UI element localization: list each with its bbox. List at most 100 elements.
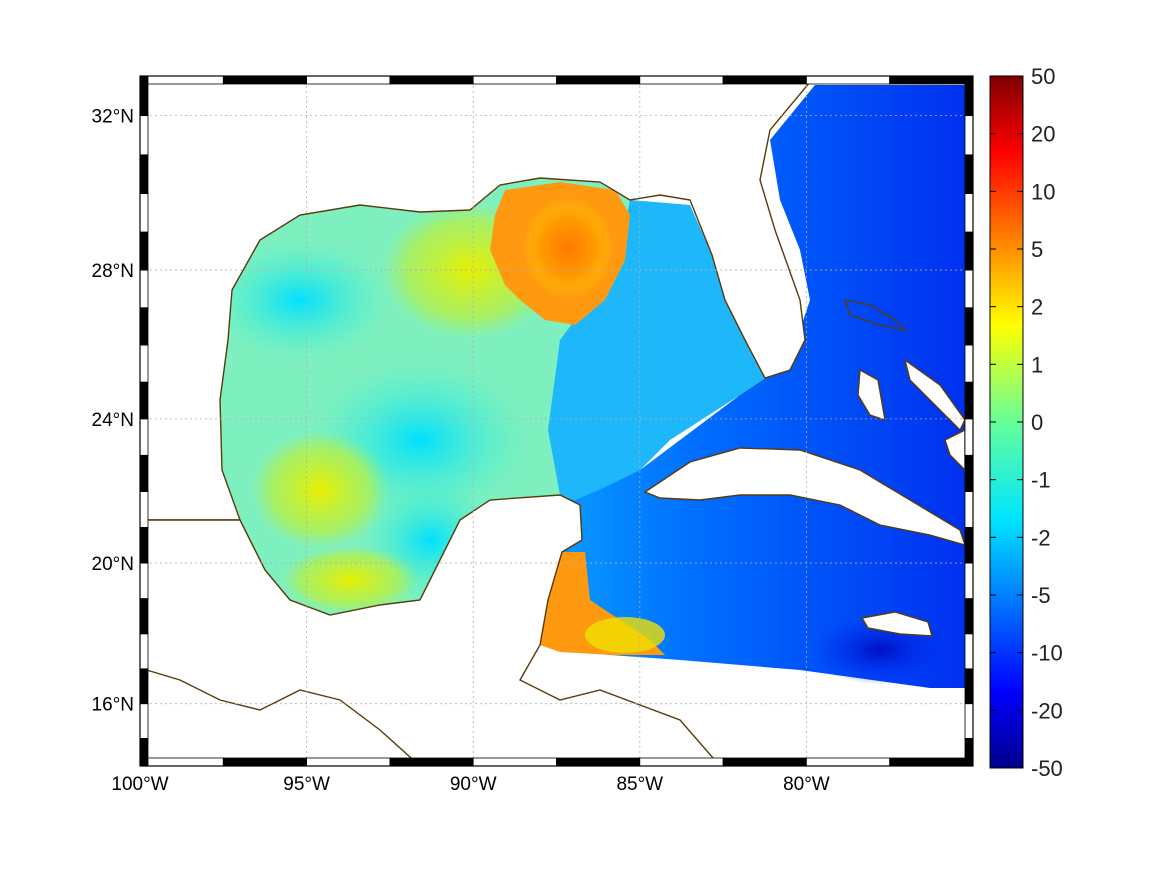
orange-core-north <box>523 198 613 298</box>
yellow-anomaly-south <box>280 545 420 615</box>
frame-left-seg <box>139 344 149 383</box>
frame-bottom-seg <box>806 757 891 767</box>
bahamas-north <box>843 299 908 332</box>
frame-bottom-seg <box>556 757 641 767</box>
frame-left-seg <box>139 526 149 564</box>
lat-tick-label-2: 24°N <box>92 410 134 431</box>
frame-right-seg <box>964 454 974 492</box>
colorbar-tick-label-8: -2 <box>1031 525 1051 550</box>
frame-right-seg <box>964 418 974 456</box>
colorbar-tick-label-2: 10 <box>1031 179 1055 204</box>
frame-outline <box>139 75 974 767</box>
data-field <box>140 76 967 766</box>
lat-tick-label-0: 32°N <box>92 107 134 128</box>
bahamas-islands <box>903 358 966 432</box>
frame-bottom-seg <box>722 757 807 767</box>
frame-right-seg <box>964 491 974 528</box>
map-frame <box>139 75 974 767</box>
frame-top-seg <box>889 75 974 85</box>
frame-right-seg <box>964 115 974 156</box>
frame-top-seg <box>222 75 308 85</box>
frame-left-seg <box>139 491 149 528</box>
colorbar-tick-label-5: 1 <box>1031 352 1043 377</box>
frame-top-seg <box>472 75 557 85</box>
frame-right-seg <box>964 562 974 599</box>
frame-right-seg <box>964 344 974 383</box>
frame-bottom-seg <box>472 757 557 767</box>
frame-bottom-seg <box>139 757 224 767</box>
bahamas-andros <box>857 368 886 422</box>
lat-tick-label-1: 28°N <box>92 261 134 282</box>
frame-left-seg <box>139 269 149 309</box>
central-america-coast <box>140 667 421 766</box>
colorbar-tick-label-3: 5 <box>1031 237 1043 262</box>
frame-right-seg <box>964 598 974 635</box>
frame-left-seg <box>139 598 149 635</box>
colorbar-tick-label-10: -10 <box>1031 641 1063 666</box>
frame-top-seg <box>722 75 807 85</box>
frame-left-seg <box>139 668 149 705</box>
frame-bottom-seg <box>889 757 974 767</box>
frame-right-seg <box>964 526 974 564</box>
frame-left-seg <box>139 418 149 456</box>
frame-right-seg <box>964 193 974 233</box>
frame-bottom-seg <box>389 757 474 767</box>
lon-tick-label-3: 85°W <box>616 774 663 795</box>
frame-right-seg <box>964 269 974 309</box>
frame-top-seg <box>556 75 641 85</box>
jamaica-land <box>860 611 933 637</box>
frame-bottom-seg <box>222 757 308 767</box>
cuba-land <box>643 447 967 547</box>
lat-tick-label-4: 16°N <box>92 695 134 716</box>
frame-right-seg <box>964 668 974 705</box>
frame-bottom-seg <box>639 757 724 767</box>
colorbar-tick-label-11: -20 <box>1031 698 1063 723</box>
colorbar-tick-label-9: -5 <box>1031 583 1051 608</box>
frame-top-seg <box>806 75 891 85</box>
lon-tick-label-4: 80°W <box>783 774 830 795</box>
frame-left-seg <box>139 193 149 233</box>
frame-right-seg <box>964 633 974 670</box>
us-florida-land <box>140 76 816 521</box>
yellow-halo-yucatan <box>585 617 665 653</box>
frame-right-seg <box>964 154 974 195</box>
frame-right-seg <box>964 231 974 271</box>
frame-right-seg <box>964 307 974 346</box>
colorbar-tick-label-6: 0 <box>1031 410 1043 435</box>
colorbar-tick-label-4: 2 <box>1031 295 1043 320</box>
frame-left-seg <box>139 633 149 670</box>
tick-labels: 100°W 95°W 90°W 85°W 80°W 32°N 28°N 24°N 20°N 16°… <box>92 107 830 795</box>
frame-right-seg <box>964 703 974 739</box>
frame-top-seg <box>139 75 224 85</box>
lat-tick-label-3: 20°N <box>92 554 134 575</box>
frame-right-seg <box>964 75 974 117</box>
frame-left-seg <box>139 75 149 117</box>
lon-tick-label-2: 90°W <box>450 774 497 795</box>
frame-right-seg <box>964 381 974 420</box>
frame-left-seg <box>139 562 149 599</box>
frame-right-seg <box>964 737 974 767</box>
lon-tick-label-0: 100°W <box>111 774 168 795</box>
frame-top-seg <box>306 75 391 85</box>
colorbar-tick-label-12: -50 <box>1031 756 1063 781</box>
frame-left-seg <box>139 154 149 195</box>
frame-top-seg <box>389 75 474 85</box>
frame-left-seg <box>139 703 149 739</box>
frame-left-seg <box>139 737 149 767</box>
lon-tick-label-1: 95°W <box>283 774 330 795</box>
frame-left-seg <box>139 307 149 346</box>
atlantic-caribbean-field <box>540 85 965 688</box>
colorbar-tick-label-1: 20 <box>1031 122 1055 147</box>
colorbar-tick-label-7: -1 <box>1031 468 1051 493</box>
frame-bottom-seg <box>306 757 391 767</box>
frame-top-seg <box>639 75 724 85</box>
eastern-gulf-field <box>548 200 770 500</box>
colorbar-tick-label-0: 50 <box>1031 64 1055 89</box>
frame-left-seg <box>139 115 149 156</box>
frame-left-seg <box>139 381 149 420</box>
frame-left-seg <box>139 454 149 492</box>
yellow-anomaly-southwest <box>250 430 390 550</box>
